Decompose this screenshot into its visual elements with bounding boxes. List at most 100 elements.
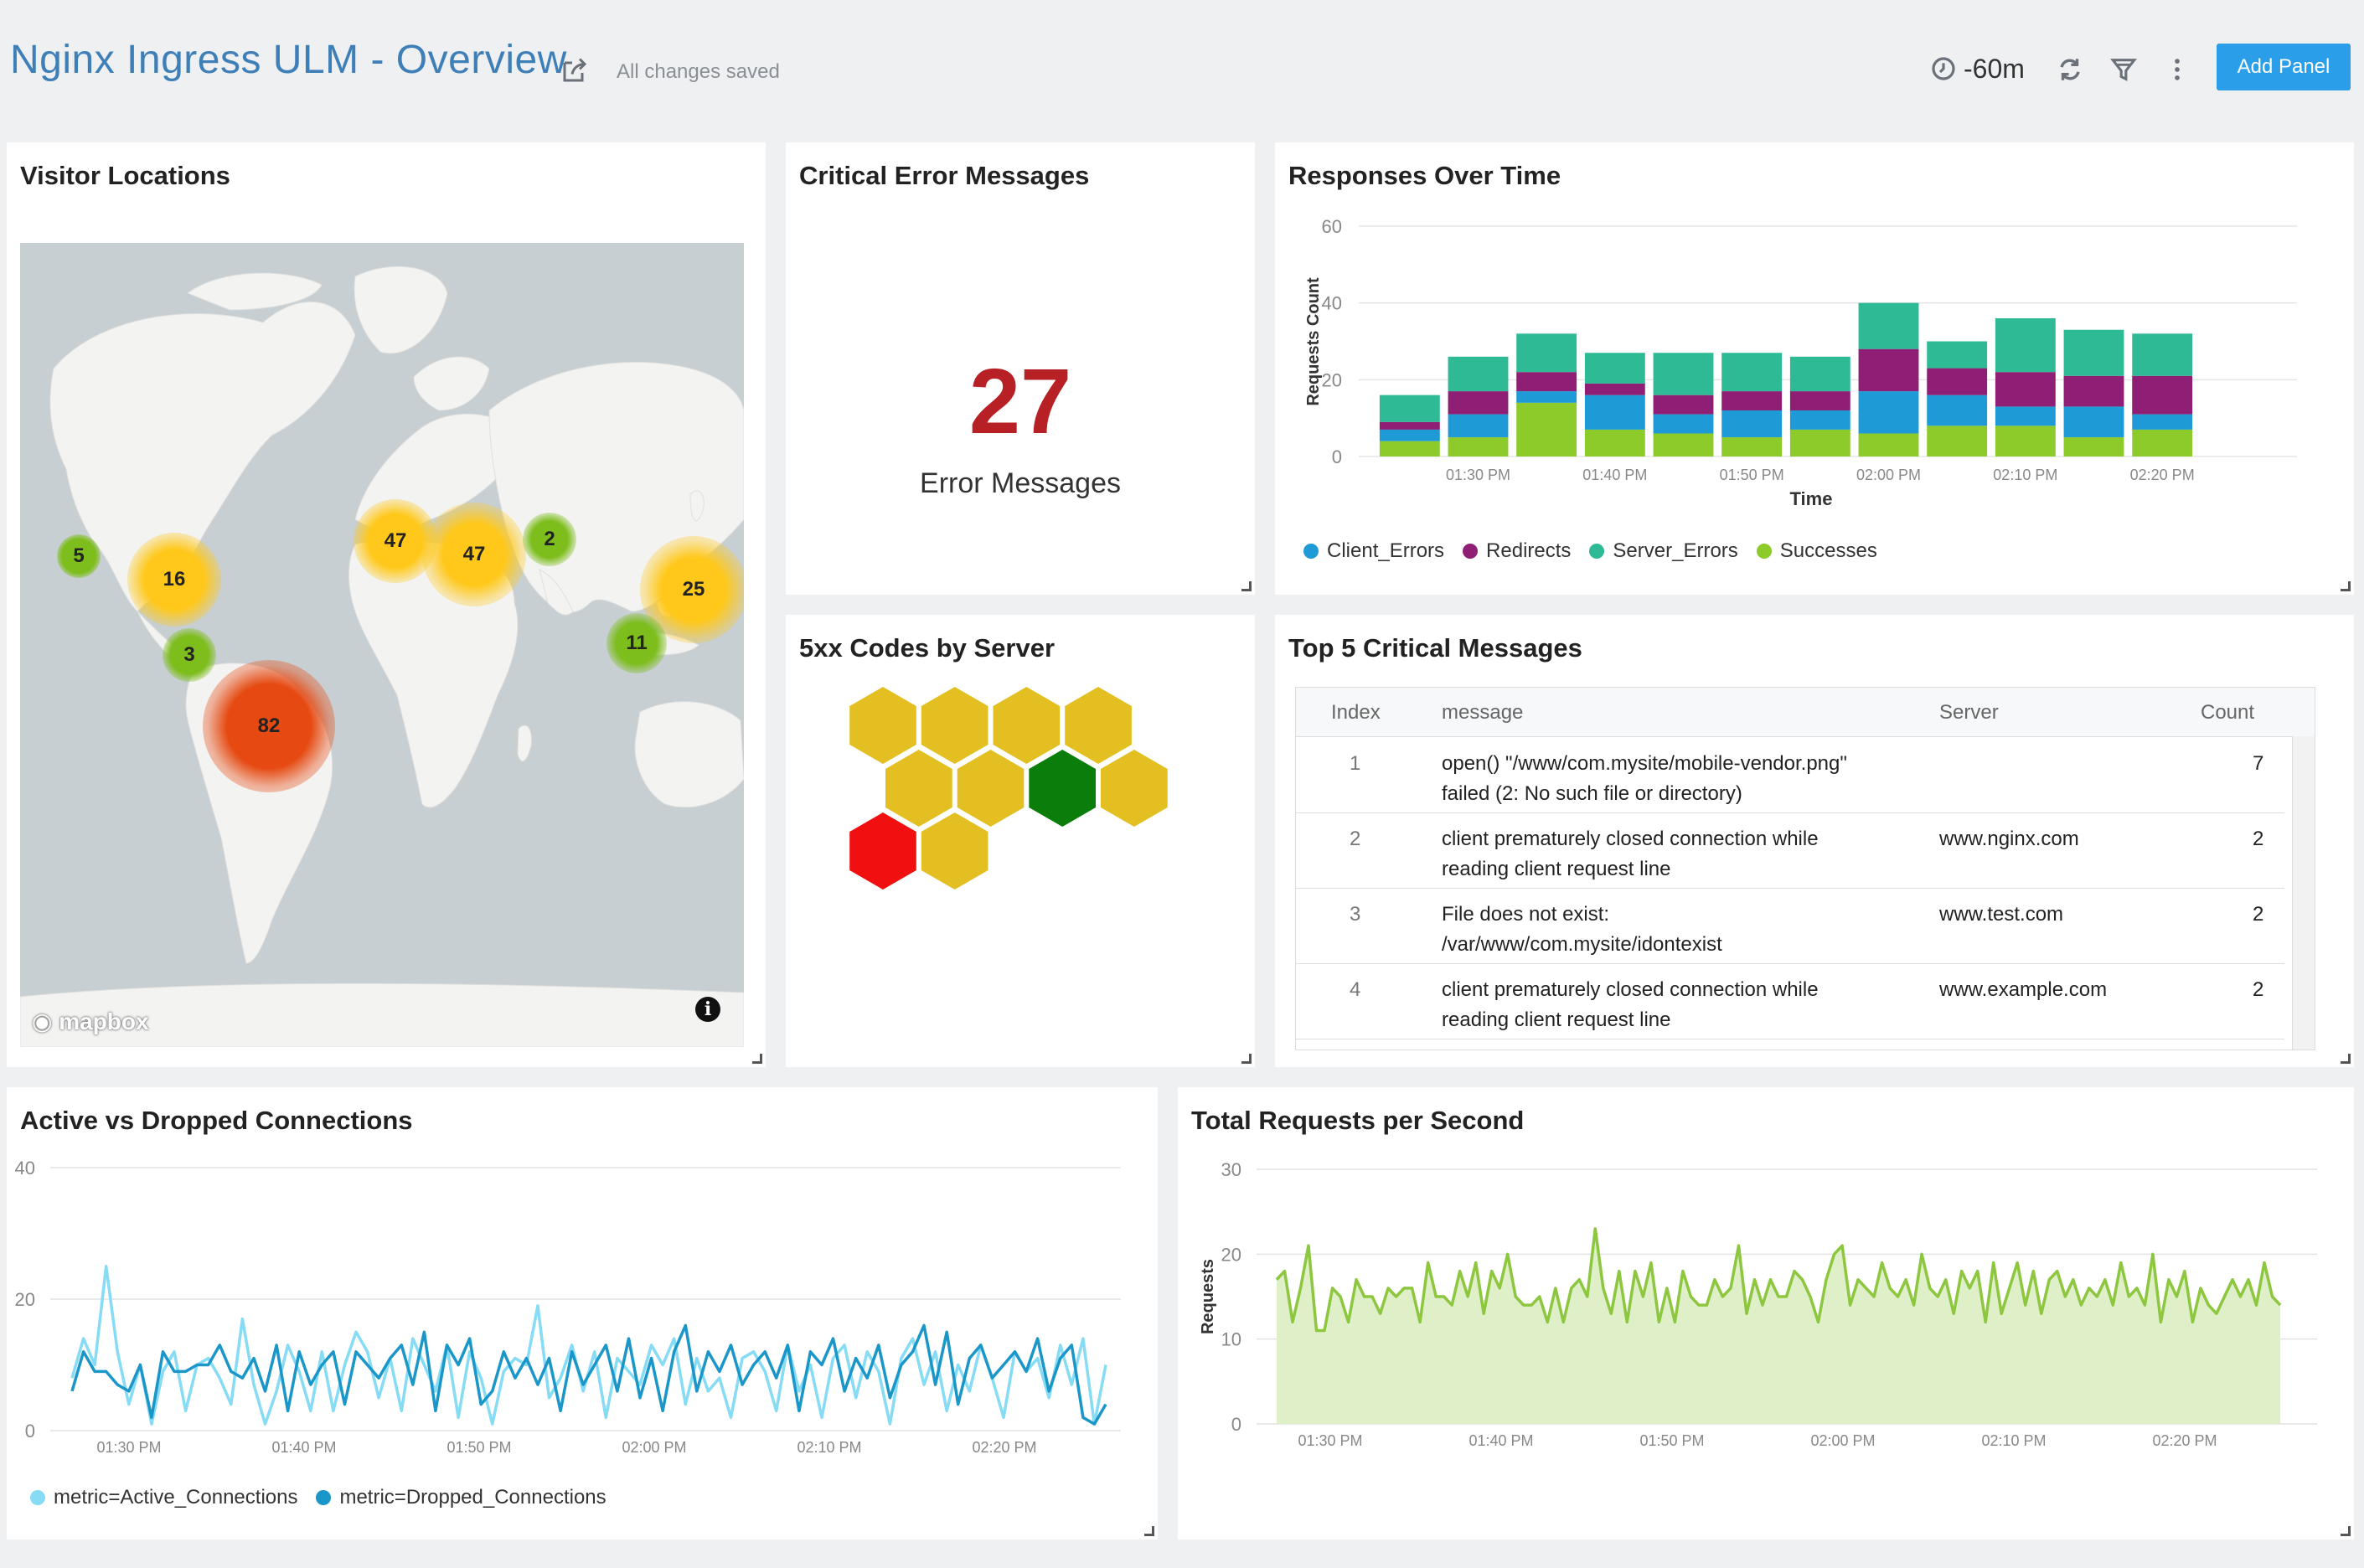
map-cluster[interactable]: 2 — [523, 513, 576, 566]
resize-handle-icon[interactable] — [1241, 1054, 1252, 1064]
messages-table: Index message Server Count 1 open() "/ww… — [1295, 687, 2315, 1050]
legend-item[interactable]: Redirects — [1463, 539, 1571, 563]
mapbox-logo-text: mapbox — [59, 1008, 149, 1034]
map-cluster[interactable]: 11 — [606, 613, 667, 673]
x-tick-label: 01:30 PM — [1446, 467, 1510, 483]
map-cluster[interactable]: 5 — [57, 534, 101, 578]
bar-segment — [1448, 356, 1509, 392]
cell-index: 1 — [1350, 752, 1361, 775]
world-map[interactable]: 5 16 3 82 47 47 2 25 11 ◉ mapbox i — [20, 243, 744, 1047]
hex-cell[interactable] — [1101, 750, 1168, 827]
bar-segment — [1516, 372, 1577, 392]
add-panel-button[interactable]: Add Panel — [2217, 44, 2351, 90]
map-cluster[interactable]: 16 — [127, 533, 221, 627]
resize-handle-icon[interactable] — [2341, 581, 2351, 591]
cell-message: client prematurely closed connection whi… — [1442, 824, 1819, 885]
panel-top-messages[interactable]: Top 5 Critical Messages Index message Se… — [1275, 615, 2354, 1067]
share-icon[interactable] — [560, 55, 590, 85]
hex-cell[interactable] — [849, 687, 916, 764]
map-cluster[interactable]: 47 — [422, 503, 526, 606]
more-options-icon[interactable] — [2163, 55, 2191, 84]
bar-segment — [1858, 302, 1919, 349]
series-line — [70, 1323, 1107, 1426]
info-icon[interactable]: i — [695, 997, 720, 1022]
panel-active-dropped[interactable]: Active vs Dropped Connections 0 20 40 01:30… — [7, 1087, 1158, 1540]
mapbox-logo[interactable]: ◉ mapbox — [32, 1008, 149, 1034]
panel-critical-errors[interactable]: Critical Error Messages 27 Error Message… — [786, 142, 1255, 595]
resize-handle-icon[interactable] — [2341, 1526, 2351, 1536]
x-tick-label: 02:00 PM — [1856, 467, 1921, 483]
cluster-count: 2 — [544, 528, 555, 550]
bar-segment — [1927, 395, 1988, 426]
bar-segment — [1789, 391, 1850, 410]
resize-handle-icon[interactable] — [752, 1054, 762, 1064]
y-axis-label: Requests — [1199, 1259, 1217, 1334]
legend-dot-icon — [1303, 544, 1319, 559]
bar-segment — [1721, 410, 1783, 438]
bar-segment — [1721, 353, 1783, 392]
panel-visitor-locations[interactable]: Visitor Locations — [7, 142, 766, 1067]
legend-item[interactable]: metric=Dropped_Connections — [316, 1486, 606, 1509]
hex-cell[interactable] — [921, 812, 988, 890]
bar-segment — [1448, 437, 1509, 456]
save-status: All changes saved — [617, 60, 780, 83]
cell-index: 4 — [1350, 978, 1361, 1001]
column-header-server[interactable]: Server — [1939, 701, 1999, 724]
map-cluster[interactable]: 82 — [203, 660, 335, 792]
table-row[interactable]: 3 File does not exist: /var/www/com.mysit… — [1296, 888, 2284, 964]
panel-total-requests[interactable]: Total Requests per Second 0 10 20 30 Request… — [1178, 1087, 2354, 1540]
column-header-message[interactable]: message — [1442, 701, 1524, 724]
table-row[interactable]: 2 client prematurely closed connection w… — [1296, 812, 2284, 889]
hex-cell[interactable] — [885, 750, 952, 827]
bar-segment — [1584, 383, 1645, 395]
legend-item[interactable]: Server_Errors — [1589, 539, 1738, 563]
bar-segment — [1927, 341, 1988, 369]
message-line: open() "/www/com.mysite/mobile-vendor.pn… — [1442, 752, 1847, 775]
resize-handle-icon[interactable] — [1241, 581, 1252, 591]
map-cluster[interactable]: 3 — [163, 628, 216, 682]
responses-chart[interactable]: 0 20 40 60 Requests Count 01:30 PM 01:40 PM 01:… — [1275, 193, 2354, 586]
table-scrollbar[interactable] — [2292, 736, 2315, 1050]
time-range-selector[interactable]: -60m — [1964, 54, 2025, 84]
clock-icon[interactable] — [1930, 55, 1957, 82]
map-cluster[interactable]: 47 — [354, 499, 437, 583]
panel-title: 5xx Codes by Server — [799, 633, 1056, 663]
requests-chart[interactable]: 0 10 20 30 Requests 01:30 PM 01:40 PM 01:50 PM 0… — [1178, 1137, 2354, 1531]
cell-message: client prematurely closed connection whi… — [1442, 975, 1819, 1035]
hex-cell[interactable] — [1029, 750, 1096, 827]
x-tick-label: 01:50 PM — [446, 1439, 511, 1456]
table-row[interactable]: 4 client prematurely closed connection w… — [1296, 963, 2284, 1039]
cell-count: 2 — [2253, 903, 2264, 926]
resize-handle-icon[interactable] — [2341, 1054, 2351, 1064]
table-row[interactable]: 1 open() "/www/com.mysite/mobile-vendor.… — [1296, 737, 2284, 813]
column-header-index[interactable]: Index — [1331, 701, 1381, 724]
hex-cell[interactable] — [993, 687, 1061, 764]
panel-5xx-codes[interactable]: 5xx Codes by Server — [786, 615, 1255, 1067]
column-header-count[interactable]: Count — [2201, 701, 2255, 724]
connections-chart[interactable]: 0 20 40 01:30 PM 01:40 PM 01:50 PM 02:00 PM 02:… — [7, 1137, 1158, 1498]
bar-segment — [2063, 329, 2124, 376]
hex-cell[interactable] — [1065, 687, 1132, 764]
hex-cell[interactable] — [957, 750, 1025, 827]
cell-server: www.test.com — [1939, 903, 2064, 926]
bar-segment — [2132, 333, 2193, 376]
resize-handle-icon[interactable] — [1144, 1526, 1154, 1536]
y-tick-label: 0 — [1332, 446, 1342, 467]
y-tick-label: 30 — [1221, 1159, 1241, 1180]
legend-item[interactable]: metric=Active_Connections — [30, 1486, 297, 1509]
hex-cell[interactable] — [849, 812, 916, 890]
y-tick-label: 20 — [15, 1289, 35, 1310]
cluster-count: 11 — [626, 632, 648, 654]
chart-legend: metric=Active_Connections metric=Dropped… — [30, 1486, 606, 1509]
legend-item[interactable]: Successes — [1756, 539, 1877, 563]
refresh-icon[interactable] — [2056, 55, 2084, 84]
bar-segment — [1584, 429, 1645, 456]
message-line: client prematurely closed connection whi… — [1442, 978, 1819, 1001]
panel-responses-over-time[interactable]: Responses Over Time 0 20 40 60 Requests Coun… — [1275, 142, 2354, 595]
filter-icon[interactable] — [2109, 55, 2138, 84]
legend-item[interactable]: Client_Errors — [1303, 539, 1444, 563]
cell-message: open() "/www/com.mysite/mobile-vendor.pn… — [1442, 749, 1847, 809]
x-tick-label: 02:10 PM — [797, 1439, 861, 1456]
honeycomb-chart[interactable] — [786, 682, 1255, 933]
hex-cell[interactable] — [921, 687, 988, 764]
